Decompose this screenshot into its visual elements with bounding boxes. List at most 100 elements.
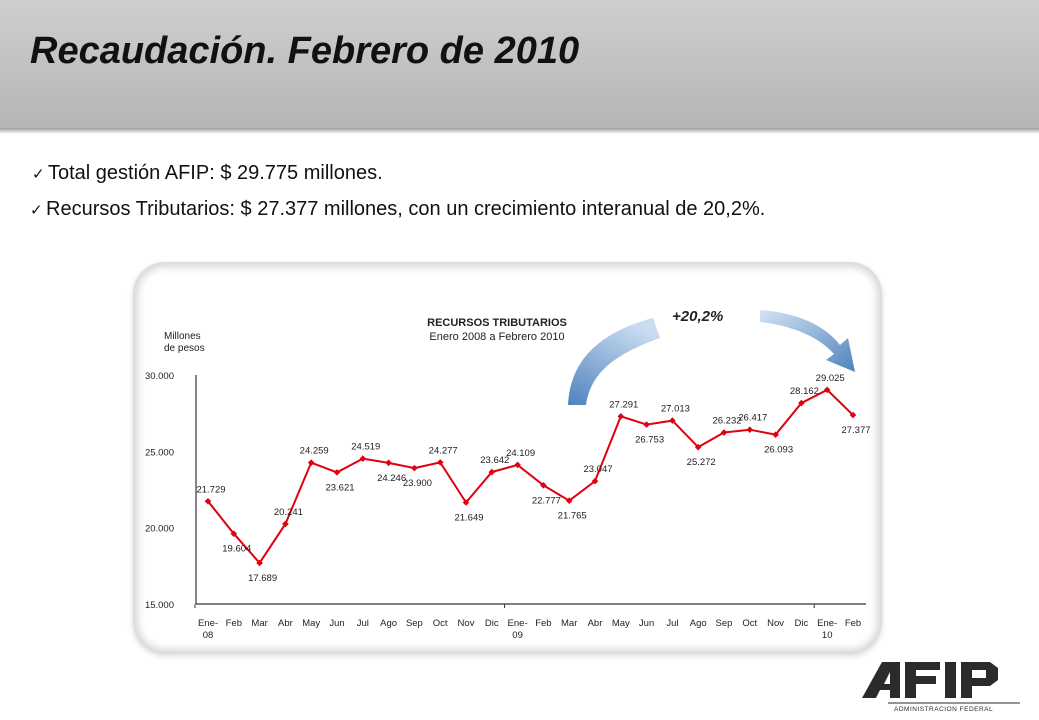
data-label: 23.642 (480, 455, 509, 466)
data-point (514, 461, 521, 469)
x-tick-label: Dic (485, 618, 499, 629)
x-tick-label: Nov (767, 618, 784, 629)
data-point (385, 459, 392, 467)
y-tick-label: 15.000 (145, 600, 174, 611)
x-tick-label: May (302, 618, 320, 629)
bullet-text: Recursos Tributarios: $ 27.377 millones,… (46, 198, 766, 220)
x-tick-label: Ago (380, 618, 397, 629)
data-label: 27.377 (841, 425, 870, 436)
data-label: 28.162 (790, 386, 819, 397)
data-label: 26.232 (712, 416, 741, 427)
chart-data-labels: 21.729 19.604 17.689 20.241 24.259 23.621 24.5… (196, 373, 870, 584)
x-tick-label: Ene- (198, 618, 218, 629)
data-point (720, 429, 728, 436)
data-point (230, 530, 238, 538)
data-label: 23.621 (325, 482, 354, 493)
check-icon: ✓ (30, 202, 43, 219)
x-tick-label: Dic (795, 618, 809, 629)
data-point (204, 497, 212, 505)
data-label: 26.093 (764, 445, 793, 456)
y-tick-label: 25.000 (145, 447, 174, 458)
bullet-item-recursos-tributarios: ✓ Recursos Tributarios: $ 27.377 millones… (30, 198, 765, 234)
check-icon: ✓ (32, 166, 45, 183)
y-tick-label: 20.000 (145, 524, 174, 535)
data-label: 25.272 (687, 457, 716, 468)
growth-annotation: +20,2% (672, 308, 724, 325)
data-label: 24.246 (377, 473, 406, 484)
chart-y-ticks: 15.000 20.000 25.000 30.000 (145, 371, 174, 611)
x-tick-label: Sep (406, 618, 423, 629)
bullet-list: ✓ Total gestión AFIP: $ 29.775 millones. … (30, 162, 765, 234)
x-tick-label: Jul (357, 618, 369, 629)
x-tick-label: 09 (512, 630, 523, 641)
x-tick-label: Oct (742, 618, 757, 629)
data-point (669, 417, 676, 424)
y-axis-unit-line: de pesos (164, 343, 205, 354)
data-label: 24.109 (506, 448, 535, 459)
data-point (540, 481, 547, 489)
data-point (436, 459, 444, 466)
data-label: 26.417 (738, 413, 767, 424)
data-label: 27.291 (609, 399, 638, 410)
page-title: Recaudación. Febrero de 2010 (30, 30, 580, 72)
data-point (359, 455, 367, 462)
data-label: 29.025 (816, 373, 845, 384)
x-tick-label: Sep (716, 618, 733, 629)
data-point (772, 431, 779, 438)
x-tick-label: Nov (458, 618, 475, 629)
header-bar (0, 0, 1039, 128)
x-tick-label: Ene- (508, 618, 528, 629)
data-point (617, 413, 625, 420)
data-label: 19.604 (222, 544, 251, 555)
x-tick-label: Oct (433, 618, 448, 629)
data-label: 24.519 (351, 442, 380, 453)
data-label: 24.277 (429, 445, 458, 456)
data-point (256, 559, 263, 567)
x-tick-label: May (612, 618, 630, 629)
data-label: 21.765 (558, 511, 587, 522)
chart-series (204, 386, 857, 567)
chart-axes (194, 375, 866, 608)
x-tick-label: Jul (666, 618, 678, 629)
data-point (643, 421, 650, 428)
x-tick-label: Jun (329, 618, 344, 629)
series-line (207, 388, 854, 565)
chart-title: RECURSOS TRIBUTARIOS (427, 317, 567, 329)
x-tick-label: 08 (203, 630, 214, 641)
data-label: 23.047 (583, 464, 612, 475)
data-label: 24.259 (300, 446, 329, 457)
data-point (282, 520, 289, 528)
growth-arrow-left (568, 318, 660, 405)
x-tick-label: Ago (690, 618, 707, 629)
x-tick-label: Mar (251, 618, 267, 629)
data-point (488, 468, 496, 476)
x-tick-label: Abr (278, 618, 293, 629)
chart-title-block: RECURSOS TRIBUTARIOS Enero 2008 a Febrer… (372, 316, 622, 344)
x-tick-label: Feb (535, 618, 551, 629)
growth-arrow-right (760, 310, 855, 372)
data-label: 22.777 (532, 495, 561, 506)
data-label: 21.649 (454, 512, 483, 523)
chart-subtitle: Enero 2008 a Febrero 2010 (429, 331, 565, 343)
header-shadow (0, 128, 1039, 134)
x-tick-label: Ene- (817, 618, 837, 629)
data-point (591, 477, 599, 485)
data-point (333, 469, 341, 476)
data-point (798, 399, 805, 407)
x-tick-label: 10 (822, 630, 833, 641)
chart-panel (133, 262, 882, 654)
data-point (694, 443, 702, 451)
logo-subtitle: ADMINISTRACION FEDERAL (894, 706, 993, 713)
data-label: 17.689 (248, 573, 277, 584)
x-tick-label: Feb (845, 618, 861, 629)
afip-logo: ADMINISTRACION FEDERAL (862, 662, 1020, 713)
x-tick-label: Feb (226, 618, 242, 629)
bullet-text: Total gestión AFIP: $ 29.775 millones. (48, 162, 383, 184)
data-point (565, 497, 573, 505)
y-axis-unit-line: Millones (164, 331, 201, 342)
data-label: 26.753 (635, 435, 664, 446)
bullet-item-total-afip: ✓ Total gestión AFIP: $ 29.775 millones. (30, 162, 765, 198)
data-label: 27.013 (661, 404, 690, 415)
